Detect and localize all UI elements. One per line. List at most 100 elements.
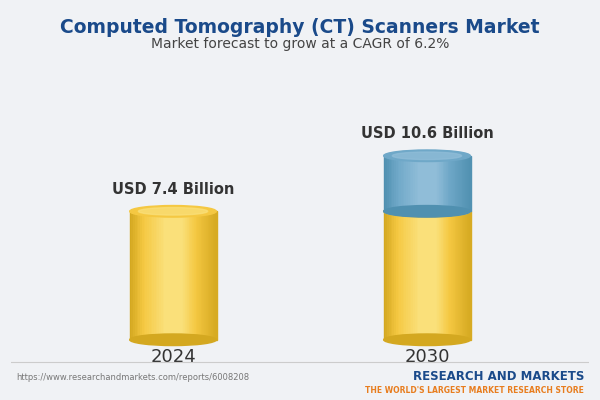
Bar — [383, 211, 386, 340]
Bar — [204, 211, 206, 340]
Bar — [424, 211, 426, 340]
Bar — [166, 211, 169, 340]
Bar — [437, 156, 440, 211]
Ellipse shape — [130, 206, 217, 217]
Bar — [413, 211, 415, 340]
Bar — [215, 211, 217, 340]
Bar — [389, 156, 391, 211]
Ellipse shape — [383, 206, 470, 217]
Bar — [403, 156, 405, 211]
Bar — [420, 211, 422, 340]
Bar — [176, 211, 179, 340]
Bar — [149, 211, 151, 340]
Bar — [436, 156, 438, 211]
Bar — [465, 156, 467, 211]
Bar — [441, 211, 443, 340]
Bar — [422, 211, 424, 340]
Bar — [398, 156, 400, 211]
Bar — [443, 211, 445, 340]
Bar — [211, 211, 214, 340]
Bar — [201, 211, 203, 340]
Bar — [131, 211, 134, 340]
Bar — [396, 211, 398, 340]
Bar — [406, 211, 409, 340]
Bar — [194, 211, 196, 340]
Bar — [439, 211, 442, 340]
Ellipse shape — [383, 150, 470, 162]
Bar — [396, 156, 398, 211]
Bar — [453, 156, 455, 211]
Bar — [432, 211, 434, 340]
Bar — [142, 211, 144, 340]
Bar — [439, 156, 442, 211]
Bar — [461, 156, 464, 211]
Bar — [427, 211, 429, 340]
Bar — [391, 156, 393, 211]
Bar — [156, 211, 158, 340]
Bar — [199, 211, 202, 340]
Text: Market forecast to grow at a CAGR of 6.2%: Market forecast to grow at a CAGR of 6.2… — [151, 37, 449, 51]
Bar — [135, 211, 137, 340]
Bar — [449, 156, 452, 211]
Bar — [448, 156, 450, 211]
Bar — [192, 211, 194, 340]
Bar — [163, 211, 165, 340]
Bar — [420, 156, 422, 211]
Bar — [175, 211, 177, 340]
Bar — [416, 211, 419, 340]
Bar — [416, 156, 419, 211]
Bar — [161, 211, 163, 340]
Bar — [458, 156, 460, 211]
Bar — [415, 156, 417, 211]
Bar — [157, 211, 160, 340]
Bar — [437, 211, 440, 340]
Bar — [392, 211, 395, 340]
Bar — [145, 211, 148, 340]
Bar — [410, 211, 412, 340]
Ellipse shape — [392, 208, 461, 215]
Bar — [449, 211, 452, 340]
Bar — [408, 211, 410, 340]
Bar — [394, 211, 397, 340]
Bar — [208, 211, 210, 340]
Bar — [434, 211, 436, 340]
Bar — [398, 211, 400, 340]
Bar — [401, 156, 403, 211]
Bar — [206, 211, 208, 340]
Bar — [425, 156, 428, 211]
Bar — [408, 156, 410, 211]
Bar — [171, 211, 173, 340]
Bar — [443, 156, 445, 211]
Bar — [415, 211, 417, 340]
Bar — [463, 156, 466, 211]
Bar — [451, 211, 454, 340]
Text: RESEARCH AND MARKETS: RESEARCH AND MARKETS — [413, 370, 584, 383]
Bar — [457, 156, 459, 211]
Bar — [188, 211, 191, 340]
Bar — [168, 211, 170, 340]
Bar — [164, 211, 167, 340]
Bar — [460, 156, 462, 211]
Bar — [143, 211, 146, 340]
Bar — [170, 211, 172, 340]
Bar — [410, 156, 412, 211]
Bar — [430, 211, 433, 340]
Ellipse shape — [392, 152, 461, 160]
Bar — [458, 211, 460, 340]
Bar — [463, 211, 466, 340]
Bar — [429, 156, 431, 211]
Bar — [429, 211, 431, 340]
Bar — [196, 211, 198, 340]
Bar — [460, 211, 462, 340]
Bar — [185, 211, 187, 340]
Bar — [455, 211, 457, 340]
Ellipse shape — [383, 334, 470, 346]
Bar — [130, 211, 132, 340]
Bar — [399, 156, 401, 211]
Bar — [422, 156, 424, 211]
Bar — [197, 211, 200, 340]
Bar — [209, 211, 212, 340]
Bar — [392, 156, 395, 211]
Bar — [461, 211, 464, 340]
Bar — [436, 211, 438, 340]
